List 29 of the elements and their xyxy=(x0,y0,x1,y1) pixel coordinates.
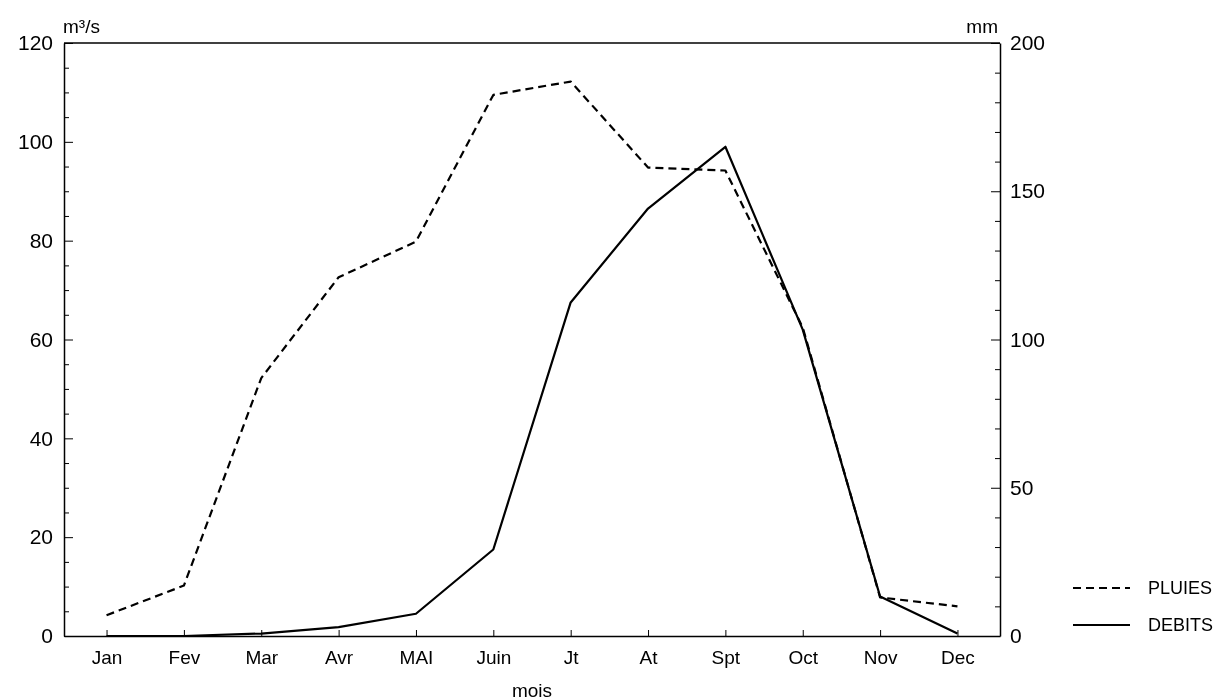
y-tick-label: 120 xyxy=(17,31,53,55)
y-tick-label: 20 xyxy=(29,525,53,549)
y-tick-label: 0 xyxy=(41,624,53,648)
y-tick-label: 60 xyxy=(29,327,53,351)
legend-label: DEBITS xyxy=(1148,615,1214,636)
x-tick-label: Spt xyxy=(711,647,741,669)
x-tick-label: Nov xyxy=(863,647,898,669)
x-tick-label: Fev xyxy=(168,647,201,669)
y2-tick-label: 50 xyxy=(1010,475,1034,499)
x-axis-title: mois xyxy=(511,680,553,700)
y-tick-label: 100 xyxy=(17,130,53,154)
y2-tick-label: 0 xyxy=(1010,624,1022,648)
x-tick-label: Juin xyxy=(476,647,512,669)
y-tick-label: 40 xyxy=(29,426,53,450)
y2-tick-label: 150 xyxy=(1010,179,1046,203)
x-tick-label: Dec xyxy=(941,647,975,669)
legend-label: PLUIES xyxy=(1148,578,1213,599)
y-axis-title: m³/s xyxy=(63,16,100,37)
x-tick-label: Oct xyxy=(788,647,819,669)
x-tick-label: Jan xyxy=(91,647,123,669)
x-tick-label: At xyxy=(639,647,659,669)
x-tick-label: Jt xyxy=(563,647,580,669)
x-tick-label: MAI xyxy=(399,647,434,669)
y2-tick-label: 200 xyxy=(1010,31,1046,55)
x-tick-label: Avr xyxy=(325,647,354,669)
y2-tick-label: 100 xyxy=(1010,327,1046,351)
x-tick-label: Mar xyxy=(245,647,279,669)
y2-axis-title: mm xyxy=(966,16,998,37)
y-tick-label: 80 xyxy=(29,228,53,252)
